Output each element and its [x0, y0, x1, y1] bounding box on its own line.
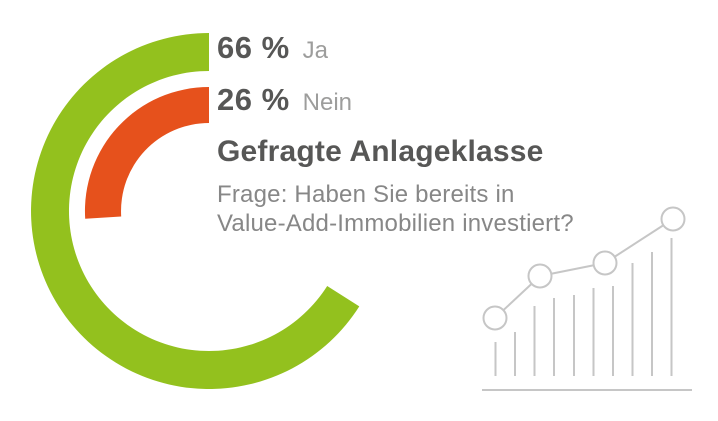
ja-label: Ja: [302, 37, 329, 64]
icon-data-point: [482, 305, 508, 331]
nein-percent-value: 26 %: [217, 82, 290, 117]
question-subtitle-line2: Value-Add-Immobilien investiert?: [217, 210, 574, 237]
icon-data-point: [527, 263, 553, 289]
icon-data-point: [592, 250, 618, 276]
nein-label: Nein: [302, 89, 353, 116]
question-subtitle-line1: Frage: Haben Sie bereits in: [217, 181, 515, 208]
legend-item-nein: 26 % Nein: [217, 84, 352, 115]
heading-block: Gefragte Anlageklasse Frage: Haben Sie b…: [217, 137, 697, 238]
page-title: Gefragte Anlageklasse: [217, 135, 544, 168]
icon-data-point: [660, 206, 686, 232]
icon-connector-line: [604, 218, 674, 264]
question-subtitle: Frage: Haben Sie bereits in Value-Add-Imm…: [217, 180, 697, 238]
legend-item-ja: 66 % Ja: [217, 32, 328, 63]
ja-percent-value: 66 %: [217, 30, 290, 65]
arc-nein: [84, 86, 209, 219]
